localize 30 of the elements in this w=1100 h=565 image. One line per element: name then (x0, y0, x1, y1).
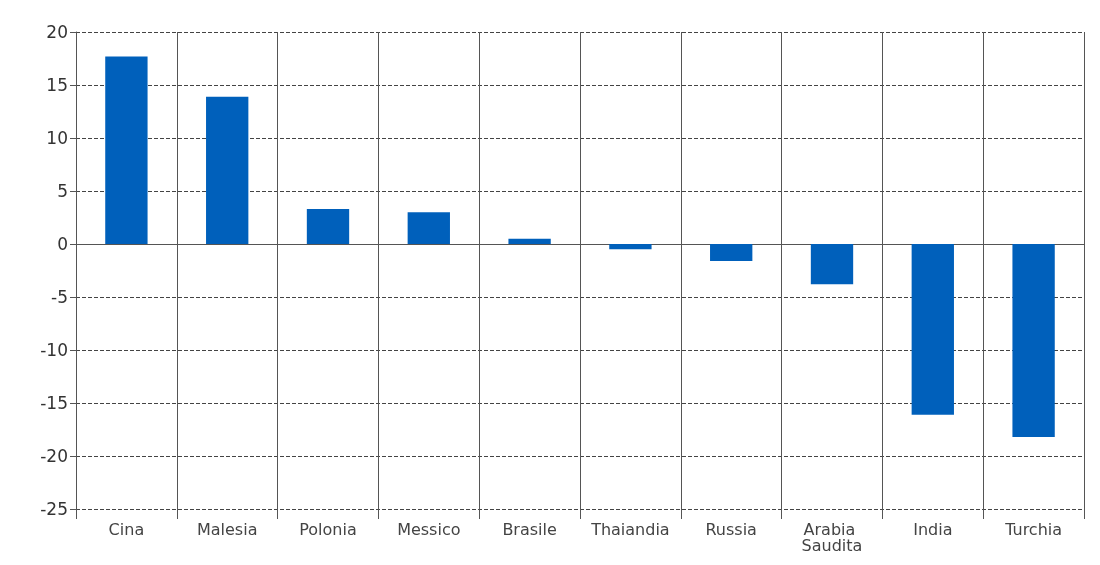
bar (105, 56, 148, 244)
bar (810, 244, 854, 285)
bar (911, 244, 954, 415)
y-tick-label: 15 (46, 75, 68, 95)
bar (1012, 244, 1055, 437)
x-tick-label: Arabia Saudita (801, 519, 863, 555)
x-tick-label: Thaiandia (590, 519, 670, 539)
bar (609, 244, 652, 250)
x-tick-label: Brasile (502, 519, 557, 539)
x-tick-label: Cina (108, 519, 145, 539)
x-tick-label: Turchia (1004, 519, 1063, 539)
x-tick-label: Russia (705, 519, 757, 539)
y-tick-label: 10 (46, 128, 68, 148)
x-tick-label: India (913, 519, 953, 539)
bar (508, 238, 551, 244)
y-tick-label: -10 (40, 340, 68, 360)
y-tick-label: -20 (40, 446, 68, 466)
y-tick-label: -15 (40, 393, 68, 413)
y-tick-label: -25 (40, 499, 68, 519)
x-tick-label: Malesia (196, 519, 258, 539)
bar (306, 209, 350, 244)
bar (407, 212, 450, 244)
bar (206, 96, 249, 244)
x-tick-label: Messico (397, 519, 461, 539)
x-tick-label: Polonia (299, 519, 357, 539)
bar (710, 244, 753, 261)
y-tick-label: 5 (57, 181, 68, 201)
y-tick-label: 20 (46, 22, 68, 42)
y-tick-label: -5 (51, 287, 68, 307)
y-tick-label: 0 (57, 234, 68, 254)
